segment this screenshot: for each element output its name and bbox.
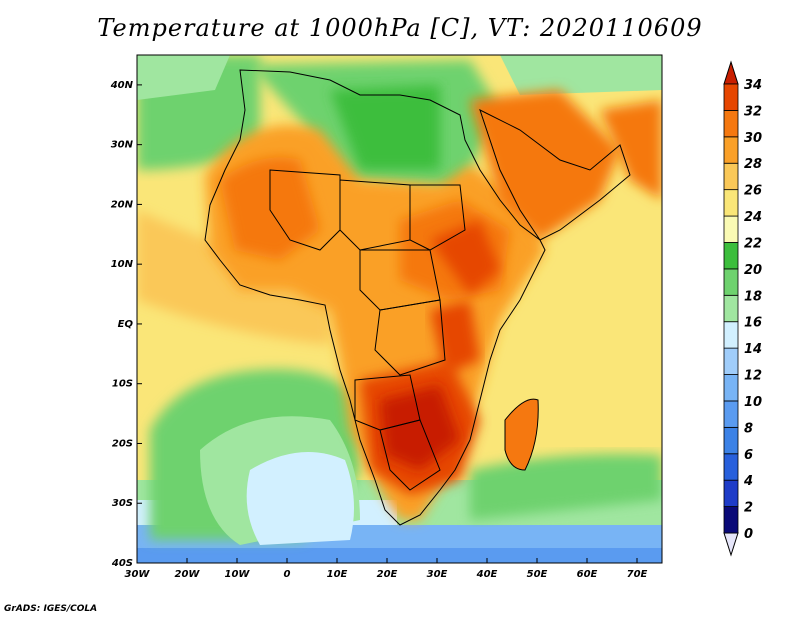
lon-tick-label: 20W xyxy=(175,569,201,580)
lon-tick-label: 30W xyxy=(125,569,151,580)
colorbar-label: 14 xyxy=(744,342,762,357)
colorbar-label: 24 xyxy=(744,210,762,225)
colorbar-label: 28 xyxy=(744,157,762,172)
lon-tick-label: 70E xyxy=(627,569,648,580)
field-east-africa-hot xyxy=(430,300,480,375)
lon-tick-label: 40E xyxy=(476,569,498,580)
colorbar-swatch xyxy=(723,506,739,534)
lat-tick-label: 40N xyxy=(110,80,134,91)
colorbar-swatch xyxy=(723,189,739,217)
colorbar-swatch xyxy=(723,479,739,507)
colorbar-label: 22 xyxy=(744,236,762,251)
colorbar-swatch xyxy=(723,215,739,243)
border-mali xyxy=(269,169,341,251)
colorbar-swatch xyxy=(723,321,739,349)
colorbar-top-arrow xyxy=(723,60,739,85)
colorbar-label: 16 xyxy=(744,316,762,331)
lon-tick-label: 60E xyxy=(577,569,598,580)
lon-tick-label: 30E xyxy=(427,569,448,580)
arabia-coast xyxy=(479,109,631,241)
colorbar-label: 8 xyxy=(744,421,753,436)
lat-tick-label: 20S xyxy=(112,438,133,449)
latitude-ticks: 40N 30N 20N 10N EQ 10S 20S 30S 40S xyxy=(110,80,142,569)
colorbar-swatch xyxy=(723,294,739,323)
field-band-south-4 xyxy=(137,548,662,563)
lat-tick-label: 30N xyxy=(111,140,134,151)
colorbar-swatch xyxy=(723,347,739,375)
field-madagascar xyxy=(505,399,539,470)
colorbar-swatch xyxy=(723,400,739,428)
map-title: Temperature at 1000hPa [C], VT: 20201106… xyxy=(97,14,703,42)
colorbar-label: 18 xyxy=(744,289,762,304)
lon-tick-label: 10E xyxy=(327,569,348,580)
colorbar-label: 6 xyxy=(744,448,753,463)
lon-tick-label: 0 xyxy=(284,569,291,580)
colorbar-swatch xyxy=(723,136,739,164)
border-namibia-botswana xyxy=(379,419,441,491)
colorbar-swatch xyxy=(723,453,739,481)
field-ne-pale xyxy=(500,55,662,95)
border-sudan xyxy=(409,184,466,251)
border-drc xyxy=(374,299,446,376)
colorbar-swatch xyxy=(723,83,739,111)
field-india-hot xyxy=(600,100,662,200)
field-satl-cyan xyxy=(246,452,354,545)
border-niger-chad xyxy=(339,179,411,251)
colorbar-label: 30 xyxy=(744,131,762,146)
colorbar-swatch xyxy=(723,242,739,270)
colorbar-label: 2 xyxy=(744,501,753,516)
credit-label: GrADS: IGES/COLA xyxy=(4,604,98,614)
colorbar-label: 4 xyxy=(743,474,753,489)
colorbar-label: 10 xyxy=(744,395,762,410)
temperature-field xyxy=(137,55,662,563)
africa-coast xyxy=(204,69,546,526)
colorbar-label: 26 xyxy=(744,184,762,199)
coastlines xyxy=(204,69,631,526)
lat-tick-label: 20N xyxy=(111,199,134,210)
lon-tick-label: 20E xyxy=(377,569,398,580)
colorbar-label: 0 xyxy=(744,527,753,542)
field-sind-green xyxy=(470,454,662,520)
colorbar-label: 32 xyxy=(744,104,762,119)
colorbar-label: 20 xyxy=(744,263,762,278)
lon-tick-label: 10W xyxy=(225,569,251,580)
colorbar-swatch xyxy=(723,162,739,191)
lat-tick-label: 10N xyxy=(111,259,134,270)
lat-tick-label: 30S xyxy=(112,498,133,509)
longitude-ticks: 30W 20W 10W 0 10E 20E 30E 40E 50E 60E 70E xyxy=(125,558,648,580)
lon-tick-label: 50E xyxy=(527,569,548,580)
map-frame xyxy=(136,54,663,564)
colorbar-bottom-arrow xyxy=(723,532,739,557)
lat-tick-label: 10S xyxy=(112,379,133,390)
colorbar-swatch xyxy=(723,268,739,296)
colorbar-label: 34 xyxy=(744,78,762,93)
colorbar-swatch xyxy=(723,374,739,402)
colorbar-label: 12 xyxy=(744,369,762,384)
field-egypt-green xyxy=(330,85,440,170)
lat-tick-label: 40S xyxy=(111,558,133,569)
lat-tick-label: EQ xyxy=(118,319,134,330)
colorbar-swatch xyxy=(723,426,739,455)
field-kalahari-hottest xyxy=(380,385,460,470)
field-ethiopia-hot xyxy=(430,220,500,295)
field-arabia-hot xyxy=(470,90,620,240)
colorbar-swatch xyxy=(723,110,739,138)
madagascar-coast xyxy=(504,398,539,471)
field-natl-pale xyxy=(137,55,230,100)
